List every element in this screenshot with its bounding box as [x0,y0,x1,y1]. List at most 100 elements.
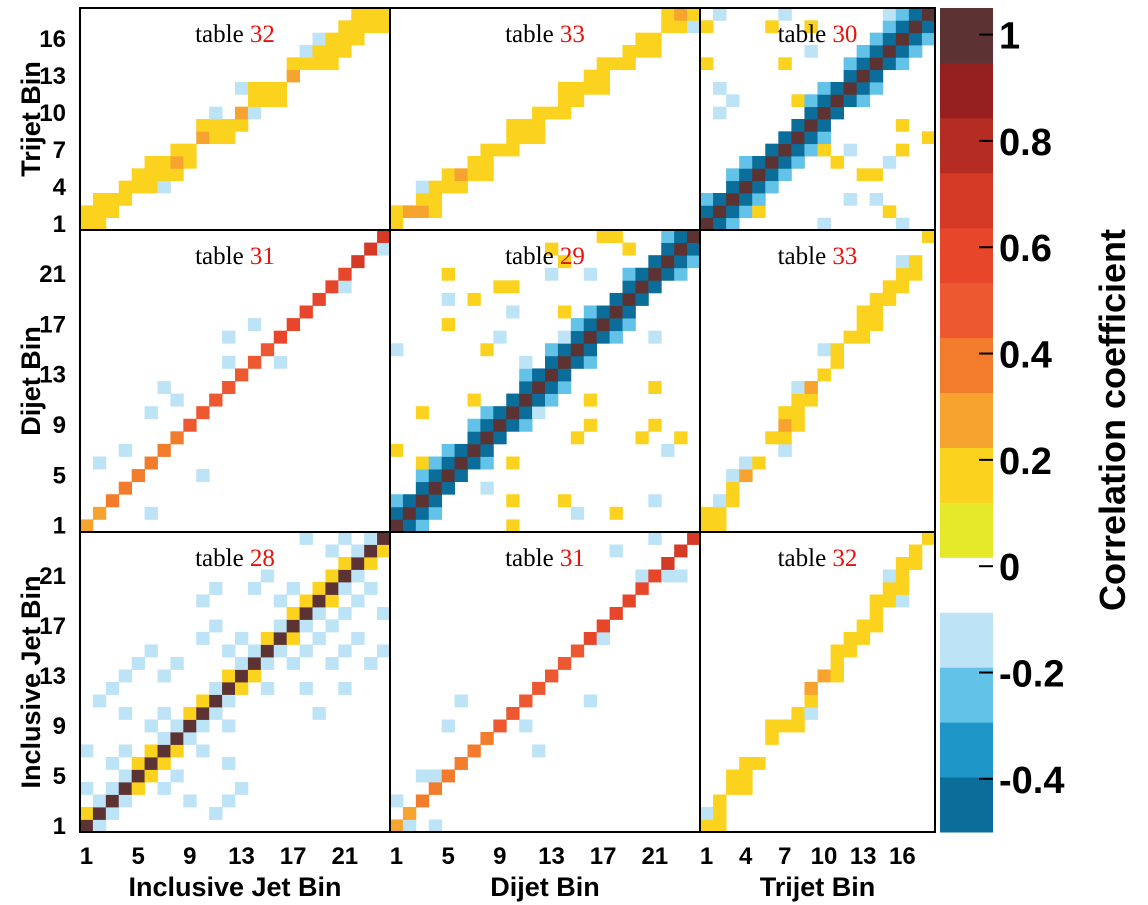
heatmap-cell [921,532,936,545]
x-axis-label: Inclusive Jet Bin [128,872,341,902]
heatmap-cell [118,669,133,683]
heatmap-cell [843,143,858,157]
heatmap-cell [80,819,94,833]
heatmap-cell [856,330,871,344]
heatmap-cell [131,168,145,182]
y-tick-label: 4 [53,174,67,201]
heatmap-cell [570,644,585,658]
heatmap-cell [312,57,326,71]
heatmap-cell [390,519,404,533]
heatmap-cell [557,355,572,369]
heatmap-cell [118,481,133,495]
heatmap-cell [778,431,792,445]
heatmap-cell [882,45,897,58]
heatmap-cell [882,569,897,583]
heatmap-cell [196,469,210,483]
heatmap-cell [105,205,120,219]
colorbar-tick-label: 0.2 [999,441,1052,483]
heatmap-cell [804,119,818,132]
heatmap-cell [299,45,313,58]
heatmap-cell [506,393,520,407]
heatmap-cell [791,707,805,720]
panel-title-number: 29 [560,243,585,270]
heatmap-cell [247,355,262,369]
heatmap-cell [765,431,779,445]
heatmap-cell [726,782,740,795]
heatmap-cell [260,569,275,583]
heatmap-cell [170,431,184,445]
heatmap-cell [687,255,701,269]
heatmap-cell [583,305,598,319]
heatmap-cell [739,193,753,206]
heatmap-cell [377,532,391,545]
heatmap-cell [222,757,236,770]
heatmap-cell [377,242,391,256]
heatmap-cell [312,632,326,645]
heatmap-cell [390,443,404,457]
heatmap-cell [299,682,313,695]
heatmap-cell [92,456,107,470]
heatmap-cell [609,607,623,620]
heatmap-cell [506,707,520,720]
heatmap-cell [583,355,598,369]
heatmap-cell [157,443,171,457]
heatmap-cell [325,582,339,595]
heatmap-cell [312,32,326,46]
heatmap-cell [739,469,753,483]
heatmap-cell [648,32,662,46]
panel-title-number: 33 [560,21,585,48]
x-tick-label: 17 [280,843,307,870]
heatmap-cell [869,45,884,58]
heatmap-cell [830,94,845,108]
heatmap-cell [519,355,533,369]
heatmap-cell [596,82,610,95]
heatmap-cell [131,657,145,670]
heatmap-cell [80,217,94,231]
heatmap-cell [895,255,910,269]
heatmap-cell [144,456,158,470]
heatmap-cell [713,217,727,231]
heatmap-cell [856,168,871,182]
heatmap-cell [105,494,120,508]
heatmap-cell [209,131,223,145]
heatmap-cell [467,431,481,445]
heatmap-cell [713,519,727,533]
heatmap-cell [247,669,262,683]
heatmap-cell [402,205,417,219]
heatmap-cell [765,20,779,34]
heatmap-cell [454,757,468,770]
heatmap-cell [196,694,210,708]
heatmap-cell [532,119,546,132]
heatmap-cell [856,94,871,108]
heatmap-cell [144,406,158,420]
heatmap-cell [700,519,714,533]
heatmap-cell [118,744,133,758]
heatmap-cell [869,69,884,83]
heatmap-cell [661,8,675,21]
heatmap-cell [739,782,753,795]
heatmap-cell [222,669,236,683]
x-tick-label: 1 [390,843,403,870]
heatmap-cell [454,469,468,483]
heatmap-cell [441,318,455,332]
panel-title-word: table [505,545,560,572]
x-tick-label: 9 [183,843,196,870]
colorbar-segment [940,667,993,723]
heatmap-cell [506,119,520,132]
heatmap-cell [260,82,275,95]
colorbar: 1 0.8 0.6 0.4 0.2 0 -0.2 -0.4 Correlation coeffi… [940,8,1133,833]
heatmap-cell [869,292,884,306]
heatmap-cell [480,406,494,420]
heatmap-cell [144,769,158,783]
heatmap-cell [869,619,884,633]
heatmap-cell [170,168,184,182]
heatmap-cell [480,732,494,745]
heatmap-cell [752,156,766,169]
heatmap-cell [506,280,520,294]
heatmap-cell [441,292,455,306]
y-tick-label: 21 [39,261,66,288]
heatmap-cell [312,292,326,306]
heatmap-cell [713,106,727,120]
heatmap-cell [545,242,559,256]
heatmap-cell [338,32,352,46]
